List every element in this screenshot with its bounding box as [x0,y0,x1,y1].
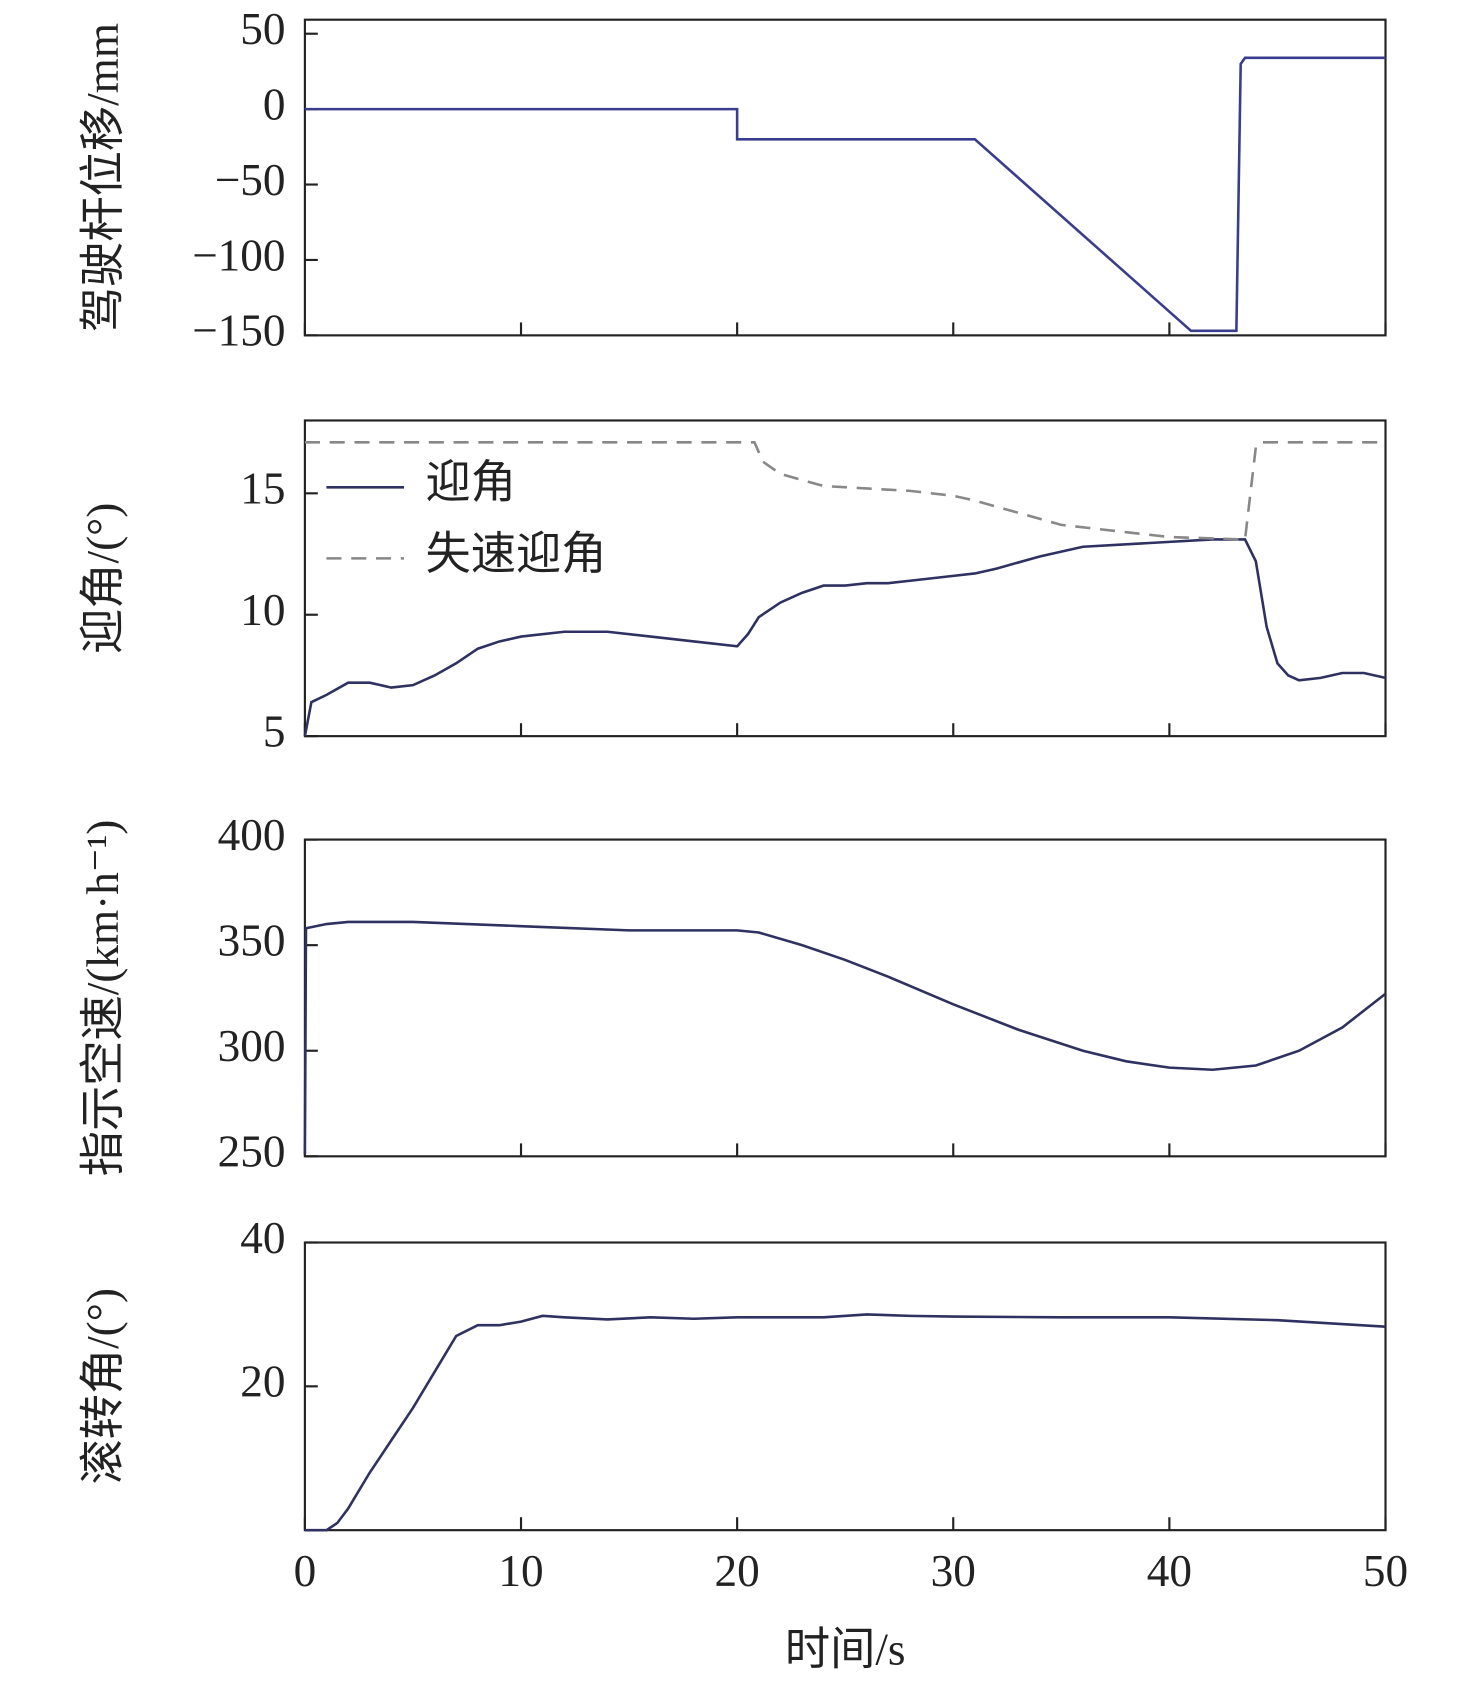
y-tick-label: 400 [218,810,286,860]
x-tick-label: 40 [1147,1546,1192,1596]
legend-label: 迎角 [426,458,516,508]
series-line [304,56,1386,333]
plot-frame [303,1241,1387,1532]
plot-frame [303,419,1387,738]
series-line [303,920,1387,1155]
series-line [304,441,1386,541]
y-axis-label: 指示空速/(km·h⁻¹) [78,820,128,1177]
x-tick-label: 50 [1363,1546,1408,1596]
x-tick-label: 0 [294,1546,317,1596]
y-tick-label: −150 [192,306,285,356]
x-tick-label: 30 [931,1546,976,1596]
y-axis-label: 迎角/(°) [78,503,128,654]
y-tick-label: 10 [240,585,285,635]
y-tick-label: 0 [263,80,286,130]
y-tick-label: 250 [218,1127,286,1177]
x-axis-label: 时间/s [785,1624,906,1674]
y-tick-label: 5 [263,707,286,757]
plot-frame [303,838,1387,1158]
x-tick-label: 20 [715,1546,760,1596]
legend-label: 失速迎角 [426,529,607,579]
y-axis-label: 驾驶杆位移/mm [78,23,128,332]
y-tick-label: 350 [218,916,286,966]
x-tick-label: 10 [498,1546,543,1596]
series-line [304,1313,1386,1532]
y-tick-label: 20 [240,1357,285,1407]
y-axis-label: 滚转角/(°) [78,1288,128,1484]
y-tick-label: 40 [240,1213,285,1263]
y-tick-label: −100 [192,230,285,280]
y-tick-label: 50 [240,4,285,54]
y-tick-label: 300 [218,1021,286,1071]
plot-frame [303,18,1387,337]
y-tick-label: 15 [240,464,285,514]
y-tick-label: −50 [215,155,286,205]
series-line [303,538,1386,737]
